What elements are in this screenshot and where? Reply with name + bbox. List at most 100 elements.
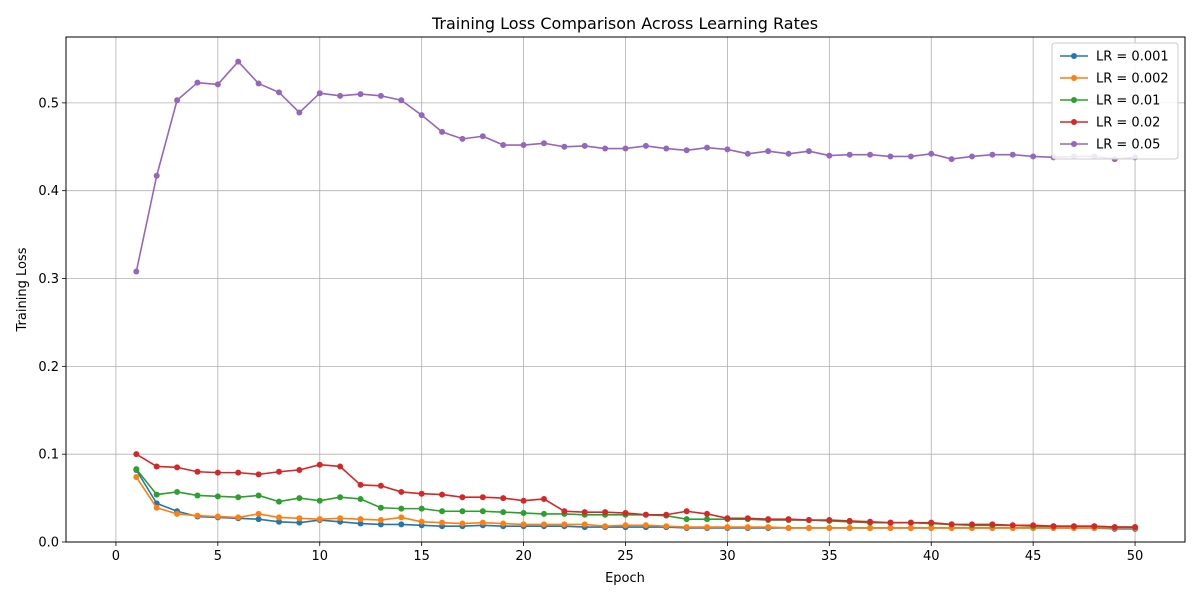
chart-title: Training Loss Comparison Across Learning…: [431, 14, 818, 33]
data-point: [276, 514, 282, 521]
legend-swatch-marker: [1071, 75, 1077, 81]
x-tick-label: 5: [214, 549, 222, 564]
data-point: [235, 514, 242, 521]
y-tick-label: 0.3: [38, 272, 59, 287]
data-point: [276, 498, 282, 505]
data-point: [377, 482, 384, 489]
data-point: [642, 522, 649, 529]
data-point: [255, 80, 262, 87]
data-point: [296, 515, 303, 522]
data-point: [1030, 522, 1037, 529]
data-point: [724, 146, 731, 153]
data-point: [418, 505, 425, 512]
data-point: [704, 144, 711, 151]
data-point: [622, 510, 629, 517]
x-tick-label: 10: [311, 549, 328, 564]
data-point: [337, 92, 344, 99]
data-point: [153, 504, 160, 511]
data-point: [642, 142, 649, 149]
data-point: [1132, 524, 1139, 531]
data-point: [357, 91, 364, 98]
data-point: [153, 491, 160, 498]
data-point: [133, 451, 140, 458]
x-axis-ticks: 0 5 10 15 20 25 30 35 40 45 50: [112, 542, 1144, 564]
series-layer: [133, 58, 1139, 532]
data-point: [520, 142, 527, 149]
data-point: [805, 148, 812, 155]
data-point: [887, 153, 894, 160]
data-point: [174, 510, 181, 517]
data-point: [153, 172, 160, 179]
data-point: [765, 148, 772, 155]
y-tick-label: 0.4: [38, 184, 59, 199]
data-point: [785, 150, 792, 157]
data-point: [744, 150, 751, 157]
data-point: [846, 517, 853, 524]
data-point: [500, 495, 507, 502]
data-point: [826, 152, 833, 159]
data-point: [255, 516, 262, 523]
data-point: [459, 508, 466, 515]
x-tick-label: 25: [617, 549, 634, 564]
data-point: [398, 488, 405, 495]
data-point: [296, 466, 303, 473]
data-point: [377, 517, 384, 524]
data-point: [1111, 524, 1118, 531]
y-tick-label: 0.0: [38, 536, 59, 551]
data-point: [377, 92, 384, 99]
data-point: [805, 517, 812, 524]
data-point: [337, 515, 344, 522]
data-point: [928, 150, 935, 157]
data-point: [316, 461, 323, 468]
data-point: [418, 490, 425, 497]
data-point: [724, 524, 731, 531]
x-tick-label: 35: [821, 549, 838, 564]
x-tick-label: 50: [1127, 549, 1144, 564]
data-point: [1009, 151, 1016, 158]
legend-item: LR = 0.05: [1060, 138, 1160, 153]
data-point: [867, 518, 874, 525]
data-point: [928, 524, 935, 531]
data-point: [296, 519, 303, 526]
data-point: [887, 519, 894, 526]
data-point: [377, 504, 384, 511]
data-point: [907, 519, 914, 526]
data-point: [561, 521, 568, 528]
data-point: [969, 521, 975, 528]
data-point: [174, 97, 181, 104]
data-point: [214, 513, 221, 520]
data-point: [357, 516, 364, 523]
data-point: [704, 510, 711, 517]
y-tick-label: 0.1: [38, 448, 59, 463]
y-axis-ticks: 0.0 0.1 0.2 0.3 0.4 0.5: [38, 96, 66, 551]
data-point: [683, 508, 690, 515]
legend-swatch-marker: [1071, 119, 1077, 125]
data-point: [846, 524, 853, 531]
data-point: [520, 510, 527, 517]
data-point: [683, 524, 690, 531]
data-point: [744, 524, 751, 531]
data-point: [642, 511, 649, 518]
data-point: [439, 491, 446, 498]
legend-label: LR = 0.002: [1096, 72, 1169, 87]
data-point: [439, 508, 446, 515]
data-point: [398, 514, 405, 521]
data-point: [704, 516, 711, 523]
data-point: [540, 510, 547, 517]
data-point: [296, 109, 303, 116]
data-point: [540, 521, 547, 528]
data-point: [459, 520, 466, 527]
data-point: [418, 112, 425, 119]
data-point: [255, 492, 262, 499]
data-point: [948, 521, 955, 528]
data-point: [459, 494, 466, 501]
data-point: [398, 505, 405, 512]
data-point: [989, 521, 996, 528]
data-point: [785, 524, 792, 531]
legend: LR = 0.001 LR = 0.002 LR = 0.01 LR = 0.02 LR…: [1051, 42, 1179, 160]
x-axis-label: Epoch: [605, 571, 645, 586]
data-point: [724, 515, 731, 522]
data-point: [826, 517, 833, 524]
data-point: [867, 151, 874, 158]
